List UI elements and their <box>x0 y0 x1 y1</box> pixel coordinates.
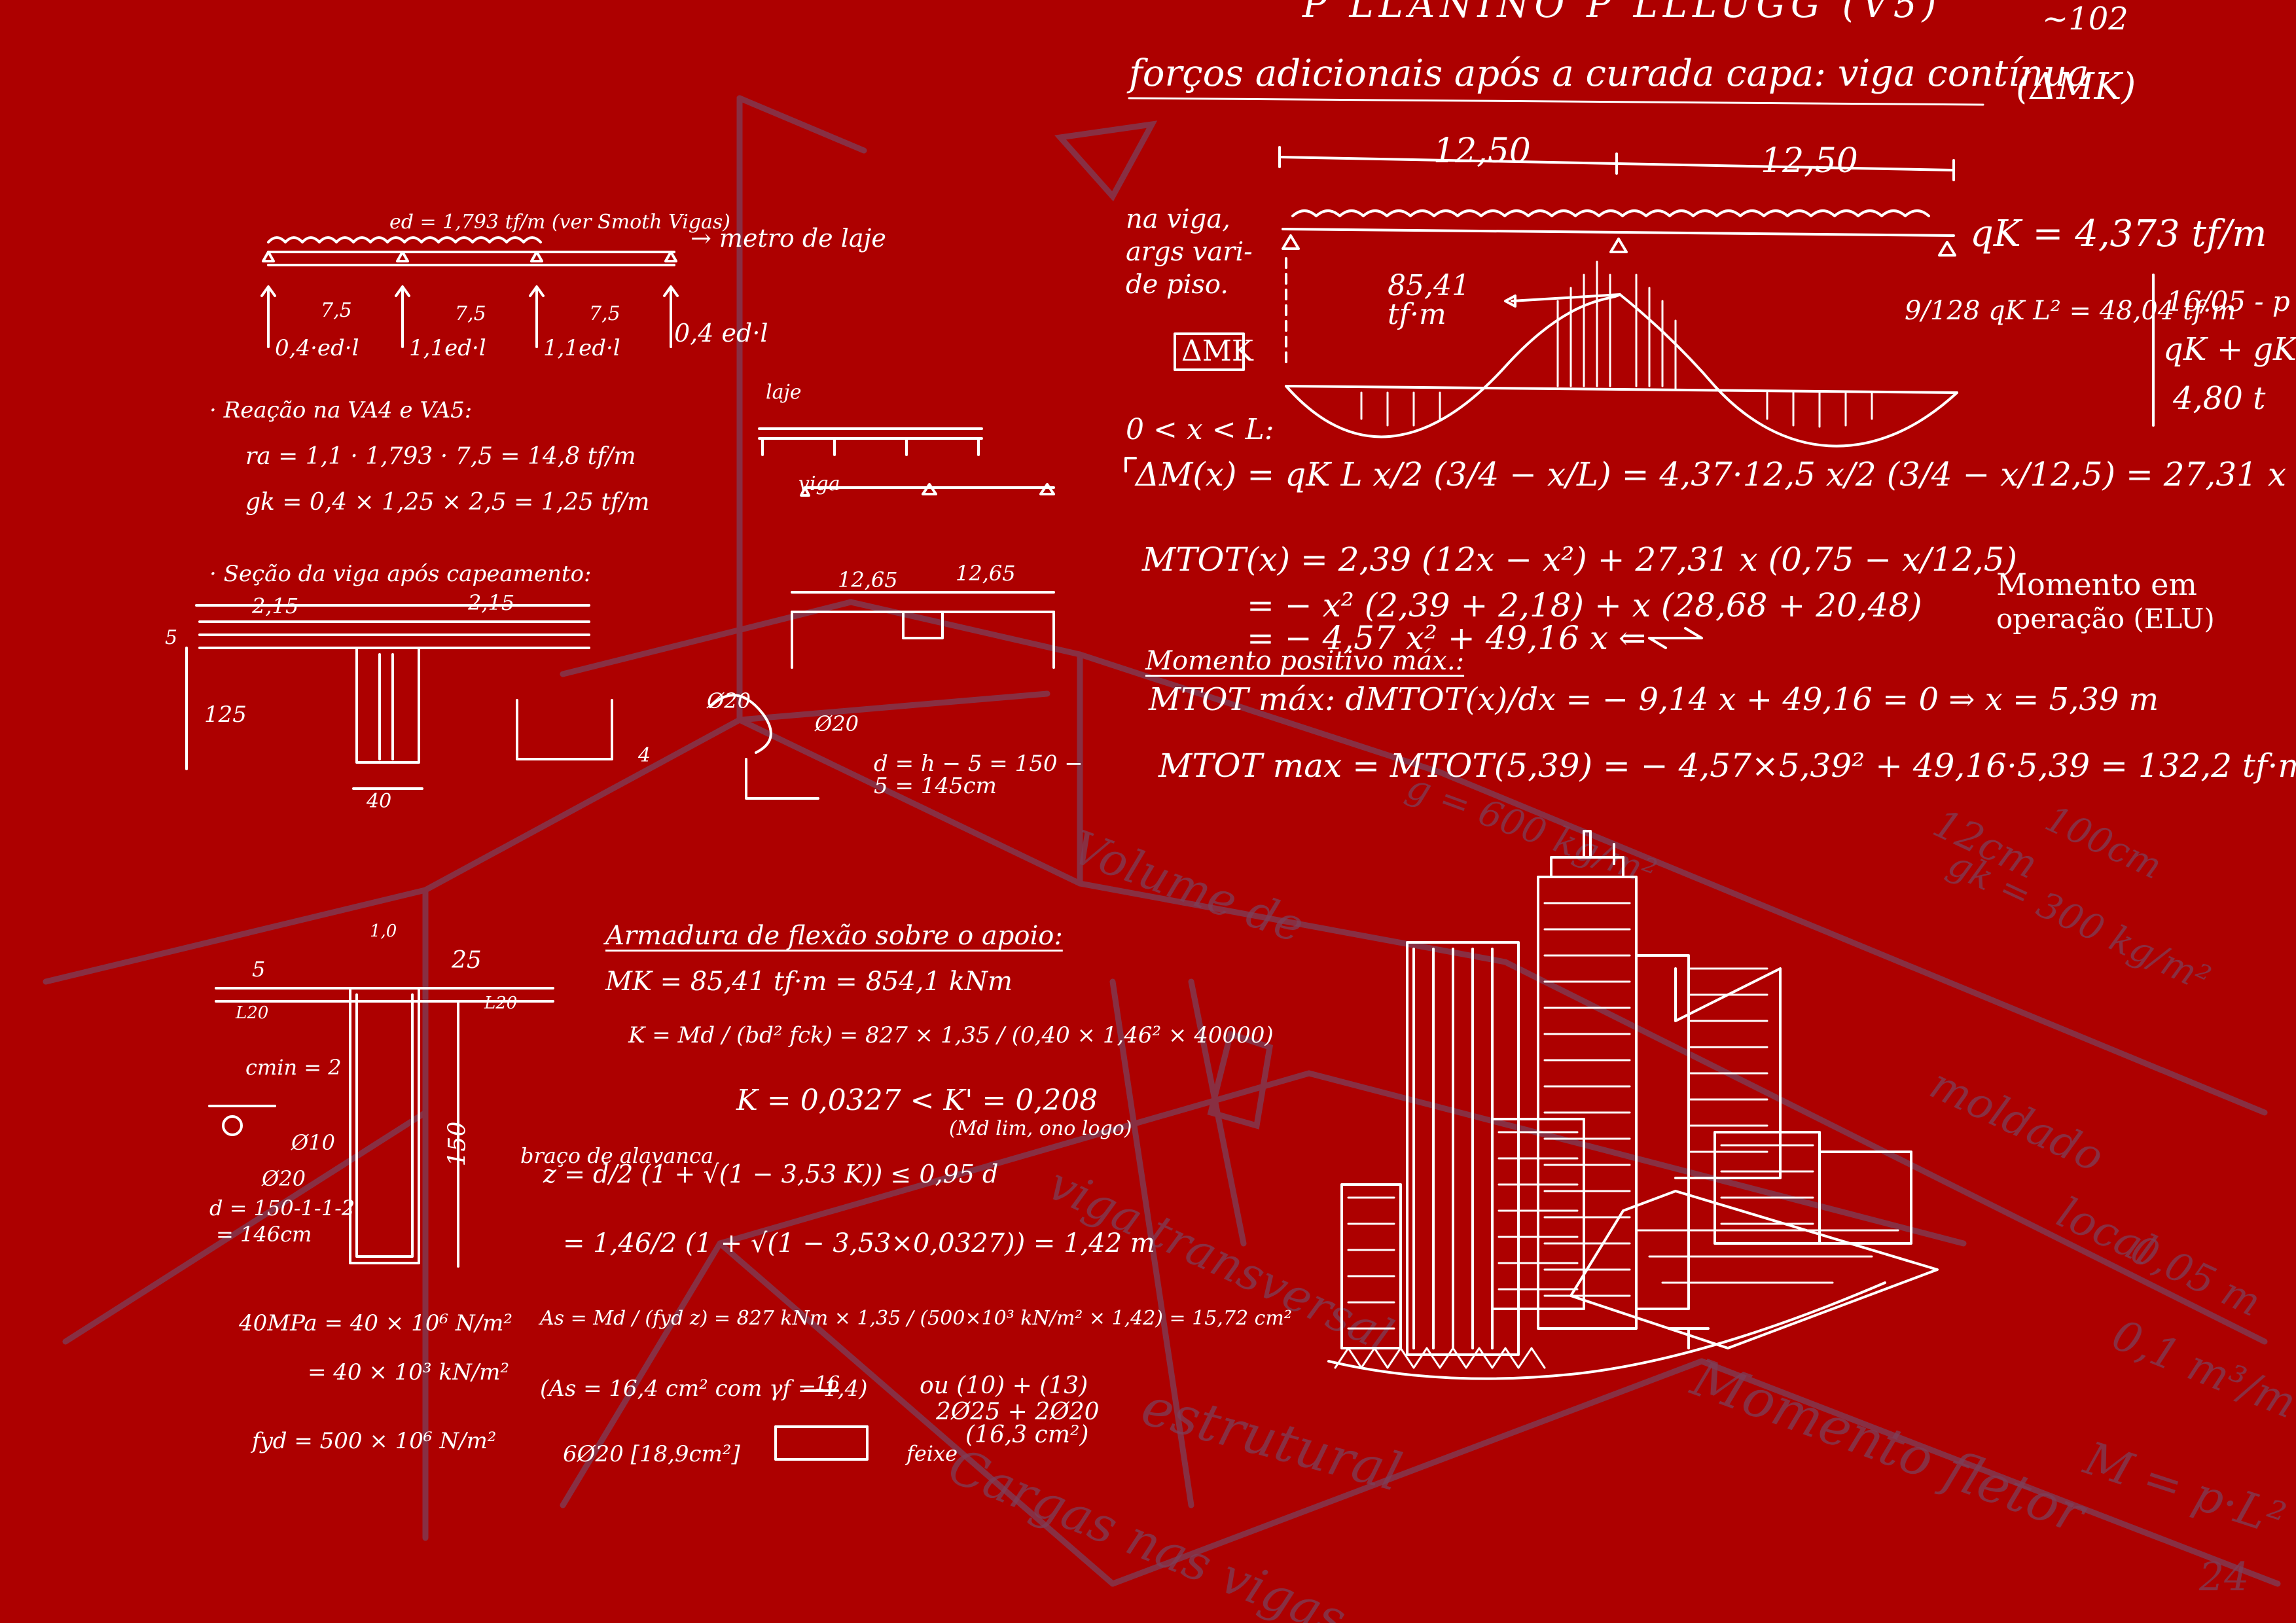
box-note: qK + gK <box>2163 331 2296 368</box>
dim-label: 40 <box>367 790 392 813</box>
operation-note: Momento em <box>1996 567 2197 602</box>
dim-label: 1,0 <box>370 921 397 941</box>
dim-label: 2,15 <box>252 594 299 618</box>
moment-label: 85,41 tf·m <box>1388 269 1470 331</box>
slab-support-1 <box>262 251 275 262</box>
slab-load: ed = 1,793 tf/m (ver Smoth Vigas) <box>389 211 731 234</box>
mtot-equation-3: = − 4,57 x² + 49,16 x ⇐ <box>1247 619 1646 657</box>
range-label: 0 < x < L: <box>1126 413 1274 446</box>
fck-equation: 40MPa = 40 × 10⁶ N/m² <box>239 1310 512 1336</box>
reaction-label: 1,1ed·l <box>543 335 620 361</box>
effective-depth: d = h − 5 = 150 − 5 = 145cm <box>874 751 1083 799</box>
dim-label: 4 <box>638 744 651 767</box>
slab-span: 7,5 <box>589 302 620 325</box>
alt-bars: ou (10) + (13) <box>920 1372 1088 1399</box>
d-value: = 146cm <box>216 1222 312 1247</box>
dim-label: 5 <box>252 957 266 982</box>
slab-span: 7,5 <box>321 299 352 322</box>
dim-label: 2,15 <box>468 590 515 615</box>
top-right-note: ~102 <box>2042 1 2128 37</box>
dim-label: 16 <box>815 1372 840 1395</box>
continuous-beam-line <box>1282 228 1955 237</box>
alt-bars: 2Ø25 + 2Ø20 <box>936 1399 1100 1425</box>
viga-label: viga <box>798 473 840 495</box>
as-result: (As = 16,4 cm² com γf = 1,4) <box>540 1376 868 1402</box>
reaction-label: 0,4·ed·l <box>275 335 359 361</box>
d-calc: d = 150-1-1-2 <box>209 1196 355 1221</box>
height-label: 150 <box>444 1121 471 1167</box>
reaction-title: · Reação na VA4 e VA5: <box>209 397 473 423</box>
k-equation: K = Md / (bd² fck) = 827 × 1,35 / (0,40 … <box>628 1022 1274 1048</box>
laje-label: laje <box>766 381 802 404</box>
slab-span: 7,5 <box>455 302 486 325</box>
phi-label: Ø20 <box>707 688 751 713</box>
slab-support-4 <box>664 251 677 262</box>
dim-label: L20 <box>236 1003 269 1023</box>
dim-label: 5 <box>165 626 178 649</box>
max-moment-title: Momento positivo máx.: <box>1145 646 1465 676</box>
positive-moment: 9/128 qK L² = 48,04 tf·m <box>1905 296 2236 326</box>
phi-label: Ø20 <box>815 711 859 736</box>
dim-label: 12,65 <box>838 567 898 592</box>
reaction-label: 1,1ed·l <box>409 335 486 361</box>
side-text: de piso. <box>1126 270 1229 300</box>
page-title: forços adicionais após a curada capa: vi… <box>1129 52 2089 95</box>
reaction-eq-1: ra = 1,1 · 1,793 · 7,5 = 14,8 tf/m <box>245 443 636 470</box>
max-moment-equation: MTOT máx: dMTOT(x)/dx = − 9,14 x + 49,16… <box>1149 681 2159 718</box>
k-note: (Md lim, ono logo) <box>949 1117 1132 1140</box>
feixe-label: feixe <box>906 1441 958 1466</box>
operation-note: operação (ELU) <box>1996 603 2215 635</box>
title-note: (ΔMK) <box>2016 65 2136 108</box>
reaction-eq-2: gk = 0,4 × 1,25 × 2,5 = 1,25 tf/m <box>245 489 650 516</box>
delta-equation: ΔM(x) = qK L x/2 (3/4 − x/L) = 4,37·12,5… <box>1136 455 2296 493</box>
dim-label: 25 <box>452 947 482 974</box>
fyd-equation: fyd = 500 × 10⁶ N/m² <box>252 1428 497 1454</box>
load-value: qK = 4,373 tf/m <box>1970 213 2267 255</box>
box-note: 4,80 t <box>2173 380 2266 417</box>
fck-equation: = 40 × 10³ kN/m² <box>308 1359 510 1385</box>
slab-support-2 <box>396 251 409 262</box>
max-moment-value: MTOT max = MTOT(5,39) = − 4,57×5,39² + 4… <box>1158 747 2296 785</box>
mtot-equation-2: = − x² (2,39 + 2,18) + x (28,68 + 20,48) <box>1247 586 1922 624</box>
phi-label: Ø10 <box>291 1130 335 1155</box>
mk-equation: MK = 85,41 tf·m = 854,1 kNm <box>605 967 1013 997</box>
section-title: · Seção da viga após capeamento: <box>209 561 592 587</box>
slab-support-3 <box>530 251 543 262</box>
side-text: args vari- <box>1126 237 1253 267</box>
phi-label: Ø20 <box>262 1166 306 1191</box>
lever-arm-value: = 1,46/2 (1 + √(1 − 3,53×0,0327)) = 1,42… <box>563 1228 1155 1258</box>
dim-label: 125 <box>204 702 247 728</box>
top-left-title: P LLANINO P LLLUGG (V5) <box>1302 0 1942 26</box>
mtot-equation-1: MTOT(x) = 2,39 (12x − x²) + 27,31 x (0,7… <box>1142 541 2017 579</box>
as-equation: As = Md / (fyd z) = 827 kNm × 1,35 / (50… <box>540 1307 1292 1330</box>
beam-load-arcs <box>1291 209 1930 217</box>
cmin-label: cmin = 2 <box>245 1055 342 1080</box>
slab-load-arcs <box>267 236 542 243</box>
reaction-label: 0,4 ed·l <box>674 319 768 348</box>
delta-box-label: ΔMK <box>1181 334 1253 368</box>
reinforcement-title: Armadura de flexão sobre o apoio: <box>605 921 1063 951</box>
lever-arm-equation: z = d/2 (1 + √(1 − 3,53 K)) ≤ 0,95 d <box>543 1160 999 1188</box>
slab-strip: → metro de laje <box>691 224 886 253</box>
side-text: na viga, <box>1126 204 1230 234</box>
dim-label: 12,65 <box>956 561 1016 586</box>
span-1-label: 12,50 <box>1433 132 1531 171</box>
lever-arm-title: braço de alavanca <box>520 1143 713 1168</box>
dim-label: L20 <box>484 993 518 1013</box>
bar-selection: 6Ø20 [18,9cm²] <box>563 1441 740 1467</box>
k-value: K = 0,0327 < K' = 0,208 <box>736 1084 1098 1117</box>
city-skyline-illustration <box>1327 830 1939 1380</box>
alt-bars: (16,3 cm²) <box>965 1421 1089 1448</box>
span-2-label: 12,50 <box>1761 141 1858 181</box>
box-note: 16/05 - p <box>2166 285 2290 317</box>
ghost-text: 24 <box>2199 1554 2250 1600</box>
